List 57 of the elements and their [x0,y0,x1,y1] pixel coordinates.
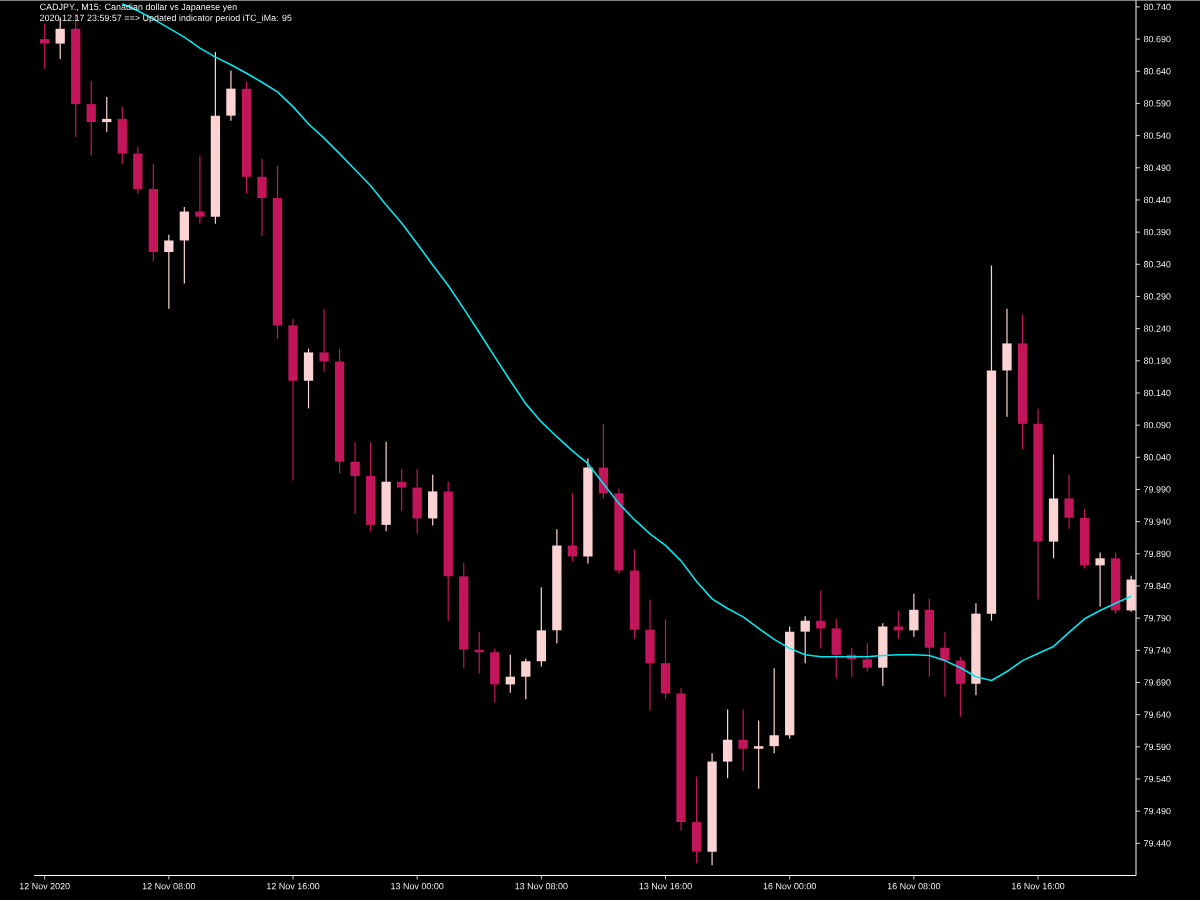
y-tick-label: 80.290 [1143,293,1171,300]
candlestick [102,96,112,133]
candlestick [350,441,360,515]
y-tick-label: 80.240 [1143,325,1171,332]
y-tick-label: 79.840 [1143,582,1171,589]
x-tick-label: 16 Nov 16:00 [1012,882,1065,890]
y-tick-label: 80.440 [1143,196,1171,203]
x-tick-label: 13 Nov 00:00 [391,882,444,890]
candlestick [769,667,779,754]
y-tick-label: 80.490 [1143,164,1171,171]
x-tick-label: 13 Nov 16:00 [639,882,692,890]
candlestick [738,708,748,771]
y-tick-label: 80.090 [1143,421,1171,429]
x-tick-label: 12 Nov 08:00 [142,882,196,890]
y-tick-label: 80.740 [1143,3,1171,10]
y-tick-label: 79.590 [1143,743,1171,750]
x-tick-label: 12 Nov 16:00 [267,882,320,890]
y-tick-label: 79.990 [1143,486,1171,493]
y-tick-label: 80.390 [1143,228,1171,236]
y-tick-label: 79.540 [1143,775,1171,782]
y-tick-label: 80.340 [1143,260,1171,268]
y-tick-label: 79.690 [1143,679,1171,686]
y-tick-label: 79.440 [1143,839,1171,847]
candlestick [1064,473,1074,530]
x-tick-label: 16 Nov 08:00 [887,882,941,890]
candlestick [567,492,578,562]
y-tick-label: 80.640 [1143,67,1171,75]
candlestick [800,615,810,664]
candlestick [40,22,50,70]
y-tick-label: 80.140 [1143,389,1171,396]
y-tick-label: 80.540 [1143,132,1171,139]
candlestick [862,642,872,672]
candlestick [164,233,174,310]
y-tick-label: 80.190 [1143,357,1171,364]
candlestick [722,708,733,779]
y-tick-label: 79.740 [1143,646,1171,654]
candlestick [940,631,950,697]
candlestick [1095,551,1105,607]
y-tick-label: 80.040 [1143,453,1171,461]
x-tick-label: 13 Nov 08:00 [515,882,568,890]
y-tick-label: 80.690 [1143,35,1171,43]
candlestick [521,657,531,700]
candlestick [397,468,407,512]
x-tick-label: 12 Nov 2020 [19,882,70,890]
candlestick [909,592,919,638]
candlestick [257,157,267,237]
y-tick-label: 79.490 [1143,807,1171,815]
candlestick [753,719,764,789]
candlestick [86,80,96,156]
y-tick-label: 79.890 [1143,550,1171,557]
y-tick-label: 80.590 [1143,100,1171,107]
y-tick-label: 79.940 [1143,518,1171,525]
x-tick-label: 16 Nov 00:00 [763,882,816,890]
y-tick-label: 79.790 [1143,614,1171,622]
y-tick-label: 79.640 [1143,711,1171,718]
candlestick [195,154,205,225]
candlestick [319,307,329,373]
